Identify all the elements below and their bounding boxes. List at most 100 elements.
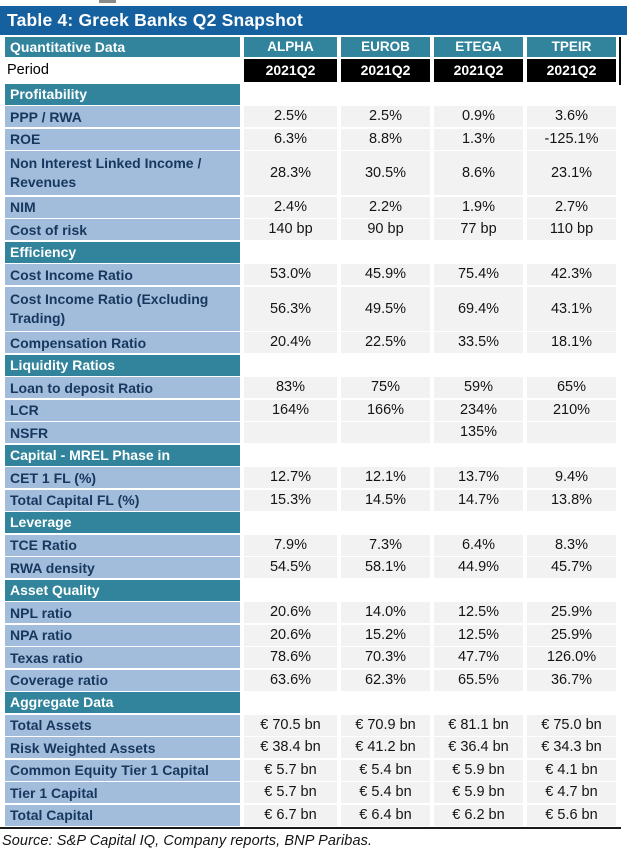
section-title: Liquidity Ratios xyxy=(5,354,240,376)
value-cell: 166% xyxy=(341,399,430,421)
row-label: Compensation Ratio xyxy=(5,332,240,353)
section-title: Efficiency xyxy=(5,241,240,263)
section-header-asset-quality: Asset Quality xyxy=(5,579,621,601)
value-cell: 234% xyxy=(434,399,523,421)
value-cell: 83% xyxy=(244,377,337,398)
section-header-aggregate-data: Aggregate Data xyxy=(5,692,621,713)
value-cell: € 38.4 bn xyxy=(244,737,337,758)
value-cell: 30.5% xyxy=(341,151,430,195)
table-row: Loan to deposit Ratio 83% 75% 59% 65% xyxy=(5,377,621,398)
table-row: PPP / RWA 2.5% 2.5% 0.9% 3.6% xyxy=(5,106,621,127)
value-cell: 42.3% xyxy=(527,264,616,285)
table-row: Total Assets € 70.5 bn € 70.9 bn € 81.1 bn €… xyxy=(5,714,621,736)
row-label: NPL ratio xyxy=(5,602,240,623)
value-cell: € 6.2 bn xyxy=(434,804,523,826)
period-label: Period xyxy=(5,58,240,82)
value-cell: 0.9% xyxy=(434,106,523,127)
cropped-text-fragment xyxy=(99,0,116,3)
value-cell: 65.5% xyxy=(434,669,523,691)
header-col-alpha: ALPHA xyxy=(244,37,337,57)
table-row: Risk Weighted Assets € 38.4 bn € 41.2 bn € … xyxy=(5,737,621,758)
section-header-profitability: Profitability xyxy=(5,83,621,105)
value-cell: 8.3% xyxy=(527,534,616,556)
period-cell: 2021Q2 xyxy=(341,58,430,82)
table-row: CET 1 FL (%) 12.7% 12.1% 13.7% 9.4% xyxy=(5,467,621,488)
header-col-etega: ETEGA xyxy=(434,37,523,57)
value-cell: 2.5% xyxy=(244,106,337,127)
value-cell: 12.5% xyxy=(434,602,523,623)
value-cell: 2.7% xyxy=(527,196,616,218)
row-label: NPA ratio xyxy=(5,624,240,646)
value-cell xyxy=(341,422,430,443)
value-cell: 45.9% xyxy=(341,264,430,285)
value-cell: 28.3% xyxy=(244,151,337,195)
value-cell xyxy=(527,422,616,443)
row-label: Cost Income Ratio (Excluding Trading) xyxy=(5,286,240,331)
value-cell: € 75.0 bn xyxy=(527,714,616,736)
table-row: Cost Income Ratio 53.0% 45.9% 75.4% 42.3% xyxy=(5,264,621,285)
value-cell: € 34.3 bn xyxy=(527,737,616,758)
table-row: Cost Income Ratio (Excluding Trading) 56.… xyxy=(5,286,621,331)
value-cell: 1.9% xyxy=(434,196,523,218)
value-cell: 90 bp xyxy=(341,219,430,240)
value-cell: 25.9% xyxy=(527,602,616,623)
value-cell: 59% xyxy=(434,377,523,398)
period-cell: 2021Q2 xyxy=(244,58,337,82)
value-cell: € 36.4 bn xyxy=(434,737,523,758)
value-cell: 14.0% xyxy=(341,602,430,623)
value-cell: 20.6% xyxy=(244,602,337,623)
section-title: Capital - MREL Phase in xyxy=(5,444,240,466)
table-row: Texas ratio 78.6% 70.3% 47.7% 126.0% xyxy=(5,647,621,668)
row-label: Risk Weighted Assets xyxy=(5,737,240,758)
value-cell: 25.9% xyxy=(527,624,616,646)
source-note: Source: S&P Capital IQ, Company reports,… xyxy=(2,833,373,849)
value-cell: 140 bp xyxy=(244,219,337,240)
table-row: TCE Ratio 7.9% 7.3% 6.4% 8.3% xyxy=(5,534,621,556)
table-row: Common Equity Tier 1 Capital € 5.7 bn € 5.… xyxy=(5,759,621,781)
row-label: CET 1 FL (%) xyxy=(5,467,240,488)
table-row: NSFR 135% xyxy=(5,422,621,443)
value-cell: 15.2% xyxy=(341,624,430,646)
row-label: RWA density xyxy=(5,557,240,578)
value-cell: 44.9% xyxy=(434,557,523,578)
value-cell: 2.4% xyxy=(244,196,337,218)
table-header-row: Quantitative Data ALPHA EUROB ETEGA TPEIR xyxy=(5,37,621,57)
row-label: ROE xyxy=(5,128,240,150)
value-cell: € 5.4 bn xyxy=(341,782,430,803)
row-label: NIM xyxy=(5,196,240,218)
table-row: NPA ratio 20.6% 15.2% 12.5% 25.9% xyxy=(5,624,621,646)
section-header-capital-mrel-phase-in: Capital - MREL Phase in xyxy=(5,444,621,466)
table-row: RWA density 54.5% 58.1% 44.9% 45.7% xyxy=(5,557,621,578)
table-row: Cost of risk 140 bp 90 bp 77 bp 110 bp xyxy=(5,219,621,240)
section-title: Leverage xyxy=(5,512,240,533)
value-cell: 164% xyxy=(244,399,337,421)
value-cell: 20.4% xyxy=(244,332,337,353)
value-cell: 70.3% xyxy=(341,647,430,668)
value-cell: 18.1% xyxy=(527,332,616,353)
table-row: Tier 1 Capital € 5.7 bn € 5.4 bn € 5.9 bn € … xyxy=(5,782,621,803)
value-cell: 22.5% xyxy=(341,332,430,353)
value-cell: € 5.7 bn xyxy=(244,782,337,803)
section-title: Asset Quality xyxy=(5,579,240,601)
value-cell: € 81.1 bn xyxy=(434,714,523,736)
value-cell: 8.6% xyxy=(434,151,523,195)
value-cell: 56.3% xyxy=(244,286,337,331)
value-cell: 58.1% xyxy=(341,557,430,578)
value-cell: € 5.4 bn xyxy=(341,759,430,781)
value-cell: 62.3% xyxy=(341,669,430,691)
value-cell: 14.5% xyxy=(341,489,430,511)
row-label: TCE Ratio xyxy=(5,534,240,556)
table-right-border xyxy=(619,37,621,85)
value-cell: 45.7% xyxy=(527,557,616,578)
table-row: LCR 164% 166% 234% 210% xyxy=(5,399,621,421)
row-label: Tier 1 Capital xyxy=(5,782,240,803)
value-cell: 110 bp xyxy=(527,219,616,240)
row-label: Total Capital xyxy=(5,804,240,826)
value-cell: 54.5% xyxy=(244,557,337,578)
header-label-cell: Quantitative Data xyxy=(5,37,240,57)
value-cell: 6.4% xyxy=(434,534,523,556)
value-cell: 33.5% xyxy=(434,332,523,353)
row-label: PPP / RWA xyxy=(5,106,240,127)
value-cell: 8.8% xyxy=(341,128,430,150)
row-label: NSFR xyxy=(5,422,240,443)
